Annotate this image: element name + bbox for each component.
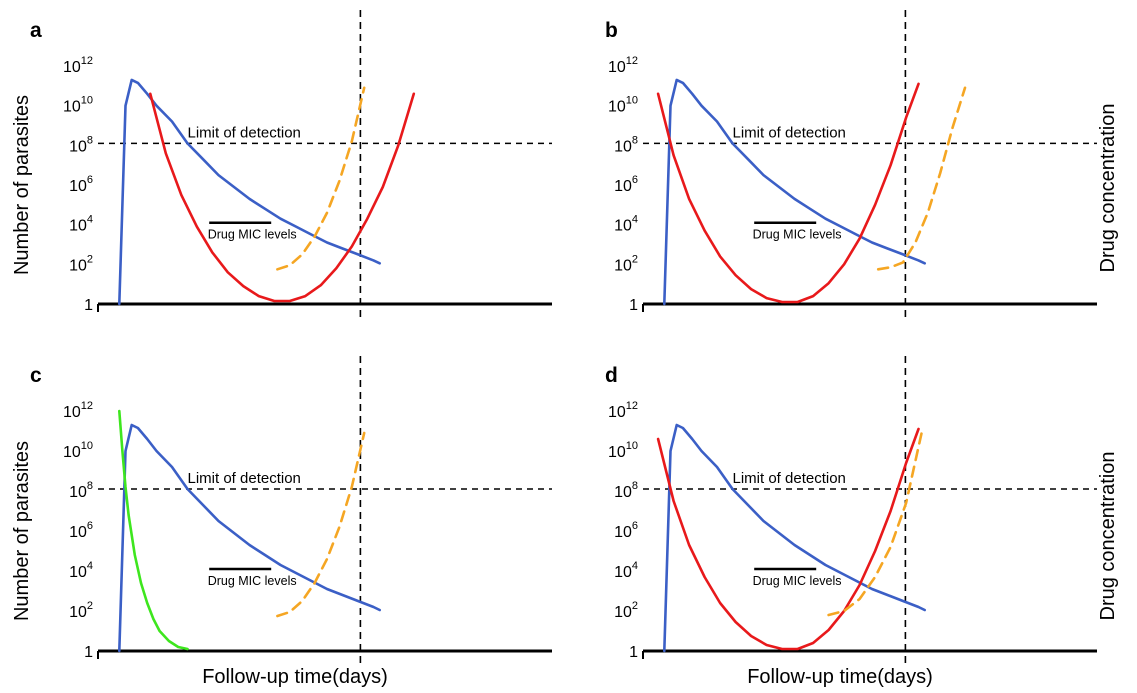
y-tick-label: 1012 bbox=[608, 55, 638, 76]
y-tick-label: 108 bbox=[69, 480, 93, 501]
series-line-0 bbox=[663, 78, 926, 306]
limit-of-detection-label: Limit of detection bbox=[733, 470, 846, 487]
plot-b: 1 102 104 106 108 1010 1012 Limit of detection D… bbox=[608, 10, 1119, 320]
y-tick-label: 104 bbox=[69, 560, 93, 581]
series-line-2 bbox=[276, 431, 366, 618]
series-line-0 bbox=[118, 423, 381, 653]
series-line-1 bbox=[118, 409, 189, 651]
mic-level-label: Drug MIC levels bbox=[208, 574, 297, 588]
series-line-1 bbox=[149, 92, 416, 303]
y-tick-label: 104 bbox=[614, 560, 638, 581]
panel-label-b: b bbox=[605, 19, 618, 42]
y-tick-label: 1 bbox=[629, 644, 638, 661]
y-tick-label: 104 bbox=[614, 214, 638, 235]
series-line-1 bbox=[656, 427, 920, 651]
plot-a: 1 102 104 106 108 1010 1012 Limit of detection D… bbox=[11, 10, 552, 320]
panel-label-c: c bbox=[30, 364, 42, 387]
series-line-2 bbox=[276, 86, 366, 271]
series-line-0 bbox=[118, 78, 381, 306]
mic-level-label: Drug MIC levels bbox=[208, 228, 297, 242]
y-tick-label: 106 bbox=[614, 174, 638, 195]
y-tick-label: 104 bbox=[69, 214, 93, 235]
y-tick-label: 1010 bbox=[608, 440, 638, 461]
panel-c: c bbox=[30, 364, 42, 387]
x-axis-label: Follow-up time(days) bbox=[747, 666, 933, 688]
y-axis-label: Number of parasites bbox=[11, 441, 33, 621]
series-line-0 bbox=[663, 423, 926, 653]
panel-b: b bbox=[605, 19, 618, 42]
mic-level-label: Drug MIC levels bbox=[753, 228, 842, 242]
panel-a: a bbox=[30, 19, 42, 42]
y-axis-label: Number of parasites bbox=[11, 95, 33, 275]
panel-label-d: d bbox=[605, 364, 618, 387]
y-tick-label: 1012 bbox=[608, 400, 638, 421]
series-line-2 bbox=[827, 431, 923, 617]
y-tick-label: 102 bbox=[69, 600, 93, 621]
y-tick-label: 108 bbox=[69, 134, 93, 155]
y-tick-label: 1010 bbox=[608, 95, 638, 116]
plot-d: 1 102 104 106 108 1010 1012 Limit of detection D… bbox=[608, 356, 1097, 688]
y-tick-label: 102 bbox=[69, 253, 93, 274]
y-tick-label: 108 bbox=[614, 134, 638, 155]
y-tick-label: 1010 bbox=[63, 440, 93, 461]
right-axis-label: Drug concentration bbox=[1097, 452, 1119, 621]
y-tick-label: 108 bbox=[614, 480, 638, 501]
right-axis-label: Drug concentration bbox=[1097, 104, 1119, 273]
y-tick-label: 106 bbox=[69, 174, 93, 195]
y-tick-label: 102 bbox=[614, 600, 638, 621]
mic-level-label: Drug MIC levels bbox=[753, 574, 842, 588]
y-tick-label: 1 bbox=[84, 297, 93, 314]
series-line-2 bbox=[876, 86, 967, 271]
panel-d: d bbox=[605, 364, 618, 387]
y-tick-label: 102 bbox=[614, 253, 638, 274]
x-axis-label: Follow-up time(days) bbox=[202, 666, 388, 688]
plot-c: 1 102 104 106 108 1010 1012 Limit of detection D… bbox=[11, 356, 552, 688]
limit-of-detection-label: Limit of detection bbox=[188, 124, 301, 141]
y-tick-label: 1 bbox=[84, 644, 93, 661]
y-tick-label: 1012 bbox=[63, 55, 93, 76]
y-tick-label: 106 bbox=[69, 520, 93, 541]
y-tick-label: 1 bbox=[629, 297, 638, 314]
limit-of-detection-label: Limit of detection bbox=[733, 124, 846, 141]
series-line-1 bbox=[656, 82, 920, 304]
y-tick-label: 1012 bbox=[63, 400, 93, 421]
y-tick-label: 106 bbox=[614, 520, 638, 541]
y-tick-label: 1010 bbox=[63, 95, 93, 116]
panel-label-a: a bbox=[30, 19, 42, 42]
limit-of-detection-label: Limit of detection bbox=[188, 470, 301, 487]
